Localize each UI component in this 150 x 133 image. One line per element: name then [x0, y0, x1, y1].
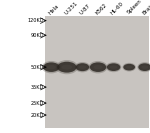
Bar	[45, 16, 149, 128]
Ellipse shape	[79, 65, 86, 69]
Ellipse shape	[76, 63, 89, 71]
Ellipse shape	[122, 63, 136, 72]
Ellipse shape	[47, 65, 56, 69]
Ellipse shape	[107, 63, 120, 71]
Ellipse shape	[141, 65, 148, 69]
Text: 120KD: 120KD	[27, 18, 44, 23]
Text: U-87: U-87	[79, 3, 92, 15]
Ellipse shape	[137, 62, 150, 72]
Text: 50KD: 50KD	[30, 65, 44, 70]
Ellipse shape	[88, 61, 108, 73]
Ellipse shape	[138, 63, 150, 71]
Ellipse shape	[61, 65, 72, 70]
Ellipse shape	[106, 62, 121, 72]
Ellipse shape	[75, 62, 90, 72]
Ellipse shape	[57, 62, 77, 73]
Text: Hela: Hela	[48, 3, 60, 15]
Ellipse shape	[56, 60, 78, 74]
Ellipse shape	[42, 61, 61, 73]
Ellipse shape	[43, 62, 60, 72]
Text: Spleen: Spleen	[126, 0, 142, 15]
Ellipse shape	[123, 64, 135, 70]
Text: U-251: U-251	[63, 0, 79, 15]
Text: HL-60: HL-60	[110, 0, 125, 15]
Text: K562: K562	[94, 2, 108, 15]
Text: 25KD: 25KD	[31, 101, 44, 106]
Text: 35KD: 35KD	[31, 85, 44, 90]
Ellipse shape	[93, 65, 103, 69]
Text: 90KD: 90KD	[30, 33, 44, 38]
Text: Brain: Brain	[141, 2, 150, 15]
Ellipse shape	[90, 62, 106, 72]
Ellipse shape	[126, 66, 132, 69]
Ellipse shape	[110, 65, 117, 69]
Text: 20KD: 20KD	[30, 113, 44, 118]
